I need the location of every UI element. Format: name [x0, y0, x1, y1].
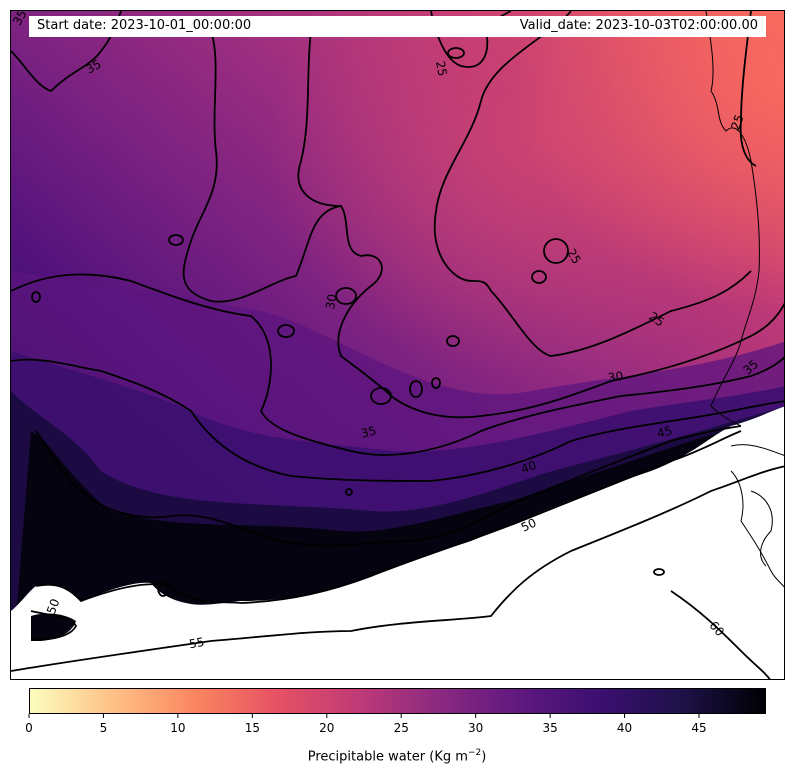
valid-date-label: Valid_date: 2023-10-03T02:00:00.00 [519, 18, 758, 33]
coastline-south [730, 444, 784, 588]
colorbar-tick-label: 10 [170, 721, 186, 735]
coastline-east [705, 11, 760, 427]
contour-island [447, 47, 465, 59]
header-bar [29, 16, 766, 37]
contour-island [431, 377, 441, 389]
contour-label: 50 [519, 516, 539, 535]
contour-island [446, 335, 460, 347]
masked-region [11, 406, 784, 679]
contour-50 [35, 430, 742, 604]
contour-25-ne [739, 11, 757, 167]
colorbar-tick-label: 45 [691, 721, 707, 735]
contour-40 [11, 358, 784, 482]
colorbar-tick-label: 15 [244, 721, 260, 735]
contour-label: 40 [519, 458, 538, 476]
map-panel: 35 35 25 25 25 25 30 30 35 35 40 45 50 5… [10, 10, 785, 680]
contour-label: 35 [359, 423, 377, 440]
contour-label: 25 [728, 113, 746, 132]
colorbar-title-suffix: ) [481, 749, 487, 765]
contour-label: 35 [83, 57, 103, 77]
precipitable-water-map: 35 35 25 25 25 25 30 30 35 35 40 45 50 5… [11, 11, 784, 679]
contour-label: 55 [188, 635, 205, 651]
contour-labels: 35 35 25 25 25 25 30 30 35 35 40 45 50 5… [11, 11, 761, 651]
contour-island [543, 238, 569, 264]
contour-label: 30 [607, 369, 624, 385]
contour-island [345, 488, 353, 496]
colorbar-tick-label: 5 [99, 721, 108, 735]
field-pocket [31, 613, 76, 641]
colorbar-title-prefix: Precipitable water (Kg m [307, 749, 468, 765]
contour-60 [670, 590, 771, 679]
coastline [705, 11, 784, 588]
colorbar-title: Precipitable water (Kg m−2) [0, 748, 794, 764]
contour-label: 45 [655, 423, 673, 440]
contour-30-mid [182, 30, 784, 419]
start-date-label: Start date: 2023-10-01_00:00:00 [37, 18, 252, 33]
contour-lines [11, 11, 784, 679]
colorbar-title-exponent: −2 [467, 748, 482, 758]
contour-45-west [30, 610, 78, 641]
contour-island [409, 380, 423, 398]
contour-55 [11, 465, 784, 672]
contour-island [531, 270, 547, 284]
colorbar-ticks [28, 714, 700, 718]
contour-45 [35, 425, 742, 547]
colorbar-tick-label: 25 [393, 721, 409, 735]
colorbar-tick-label: 20 [319, 721, 335, 735]
contour-island [335, 287, 357, 305]
contour-island [653, 568, 665, 576]
colorbar-tick-label: 40 [616, 721, 633, 735]
contour-label: 25 [564, 246, 584, 266]
contour-island [157, 579, 169, 597]
colorbar-tick-label: 30 [468, 721, 484, 735]
contour-label: 50 [44, 597, 62, 616]
contour-island [370, 387, 392, 405]
coastline-detail [750, 490, 773, 567]
colorbar-tick-label: 35 [542, 721, 558, 735]
colorbar [29, 688, 766, 714]
contour-35-mid [11, 273, 784, 456]
contour-island [31, 291, 41, 303]
contour-25-east [433, 11, 752, 357]
colorbar-tick-label: 0 [25, 721, 33, 735]
masked-inlet [731, 431, 784, 480]
contour-label: 30 [323, 293, 339, 310]
contour-label: 25 [433, 60, 449, 77]
contour-30-bubble [297, 30, 342, 207]
contour-island [168, 234, 184, 246]
contour-islands [31, 47, 665, 597]
contour-island [277, 324, 295, 338]
